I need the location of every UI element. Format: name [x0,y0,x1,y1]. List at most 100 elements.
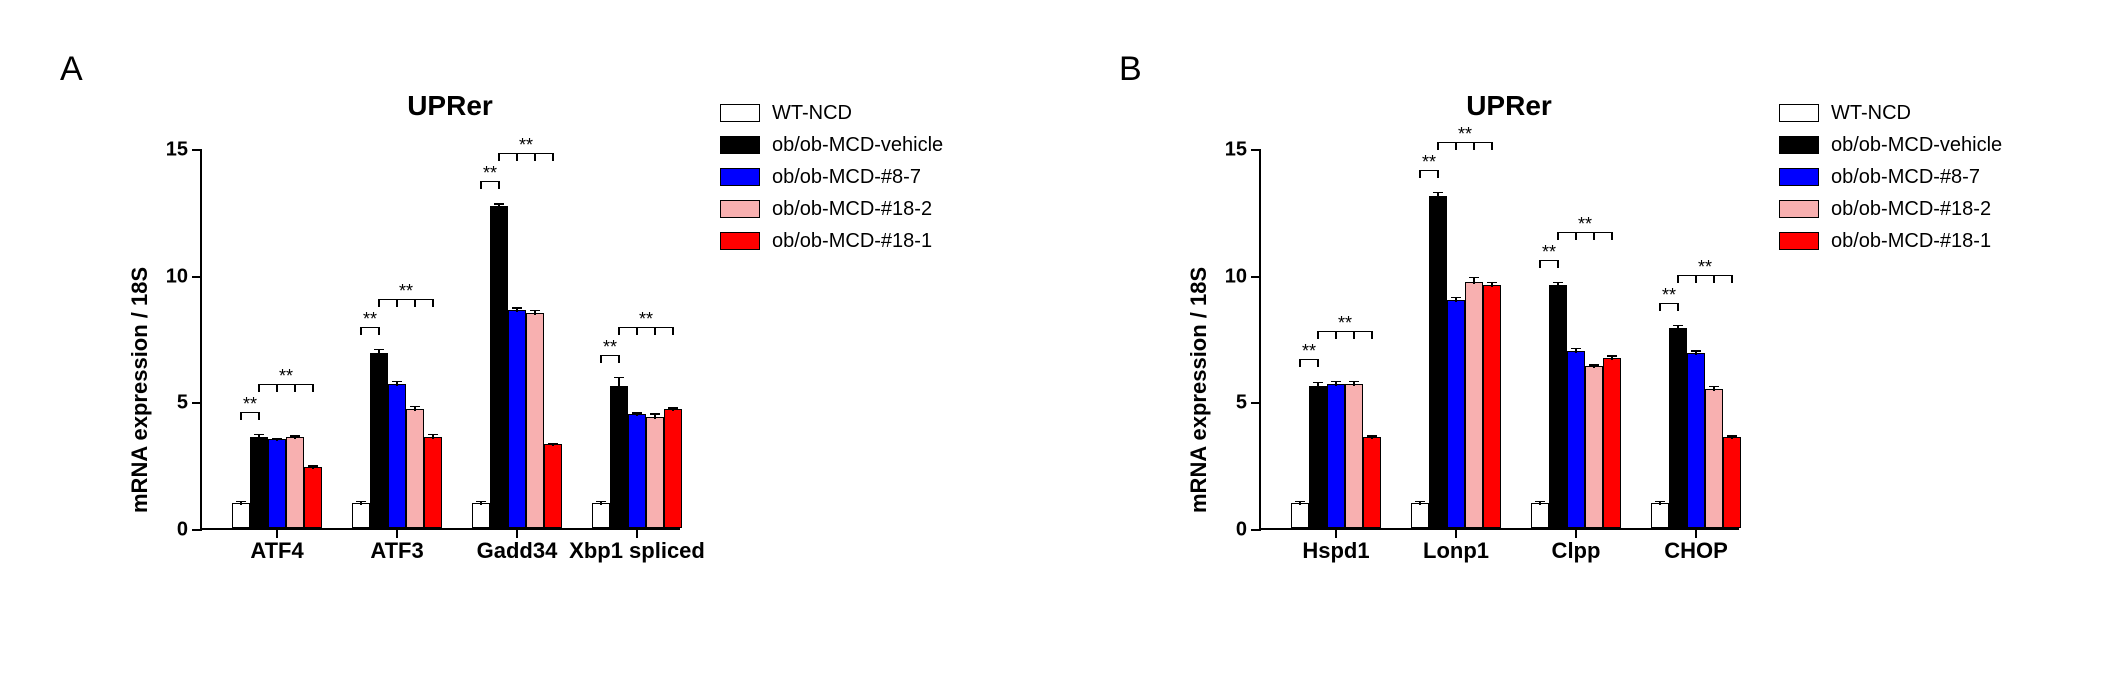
legend-item: WT-NCD [720,100,943,126]
plot-a: 051015ATF4ATF3Gadd34Xbp1 spliced********… [200,150,680,530]
bar [1549,285,1567,528]
sig-leg [396,299,398,307]
sig-label: ** [1542,242,1556,263]
legend-a: WT-NCD ob/ob-MCD-vehicle ob/ob-MCD-#8-7 ob/… [720,100,943,260]
y-tick-label: 15 [1225,139,1247,162]
y-tick [1251,276,1261,278]
panel-b: B UPRer mRNA expression / 18S 051015Hspd… [1059,0,2118,677]
bar [610,386,628,528]
bar [352,503,370,528]
sig-label: ** [1302,341,1316,362]
error-cap [1331,381,1341,383]
bar [268,439,286,528]
sig-label: ** [603,337,617,358]
error-cap [1535,501,1545,503]
error-cap [272,438,282,440]
sig-leg [378,299,380,307]
y-tick-label: 5 [1236,392,1247,415]
sig-label: ** [1578,214,1592,235]
sig-leg [1611,232,1613,240]
y-tick [1251,149,1261,151]
sig-leg [498,181,500,189]
sig-label: ** [363,309,377,330]
y-tick-label: 10 [166,265,188,288]
error-cap [668,407,678,409]
sig-leg [552,153,554,161]
legend-item: ob/ob-MCD-#8-7 [720,164,943,190]
bar [1483,285,1501,528]
sig-leg [258,384,260,392]
legend-label: ob/ob-MCD-#18-1 [772,230,932,253]
legend-swatch [720,200,760,218]
sig-leg [600,355,602,363]
bar [664,409,682,528]
sig-leg [672,327,674,335]
bar [1327,384,1345,528]
plot-b: 051015Hspd1Lonp1ClppCHOP**************** [1259,150,1739,530]
sig-leg [1713,275,1715,283]
bar [406,409,424,528]
legend-label: ob/ob-MCD-vehicle [772,134,943,157]
x-tick-label: CHOP [1664,538,1728,564]
error-cap [1349,381,1359,383]
bar [424,437,442,528]
chart-b-ylabel: mRNA expression / 18S [1186,213,1212,513]
sig-leg [1419,170,1421,178]
x-tick-label: Gadd34 [477,538,558,564]
legend-swatch [720,136,760,154]
error-cap [476,501,486,503]
bar [490,206,508,528]
bar [1345,384,1363,528]
error-cap [236,501,246,503]
legend-label: ob/ob-MCD-#8-7 [772,166,921,189]
sig-leg [654,327,656,335]
sig-leg [516,153,518,161]
sig-leg [1335,331,1337,339]
bar [1309,386,1327,528]
x-tick-label: Lonp1 [1423,538,1489,564]
sig-leg [1695,275,1697,283]
error-cap [1571,348,1581,350]
legend-item: ob/ob-MCD-vehicle [1779,132,2002,158]
error-cap [1367,435,1377,437]
sig-leg [432,299,434,307]
sig-leg [498,153,500,161]
sig-label: ** [1338,313,1352,334]
legend-label: WT-NCD [1831,102,1911,125]
bar [1447,300,1465,528]
bar [646,417,664,528]
sig-leg [1353,331,1355,339]
bar [1363,437,1381,528]
sig-label: ** [279,366,293,387]
error-cap [1589,364,1599,366]
x-tick [636,528,638,538]
error-cap [1415,501,1425,503]
bar [526,313,544,528]
error-cap [1313,382,1323,384]
legend-swatch [1779,200,1819,218]
sig-leg [1575,232,1577,240]
x-tick-label: Hspd1 [1302,538,1369,564]
bar [286,437,304,528]
legend-label: WT-NCD [772,102,852,125]
legend-item: ob/ob-MCD-#18-2 [720,196,943,222]
sig-leg [1371,331,1373,339]
sig-label: ** [1458,124,1472,145]
error-cap [428,434,438,436]
bar [1585,366,1603,528]
sig-label: ** [1422,152,1436,173]
legend-swatch [720,168,760,186]
bar [1669,328,1687,528]
error-cap [548,443,558,445]
sig-leg [1731,275,1733,283]
sig-leg [1317,359,1319,367]
sig-leg [1473,142,1475,150]
sig-leg [618,355,620,363]
error-cap [392,381,402,383]
error-bar [618,377,620,388]
error-cap [1433,192,1443,194]
error-cap [1553,282,1563,284]
y-tick [192,149,202,151]
error-cap [512,307,522,309]
legend-swatch [1779,168,1819,186]
